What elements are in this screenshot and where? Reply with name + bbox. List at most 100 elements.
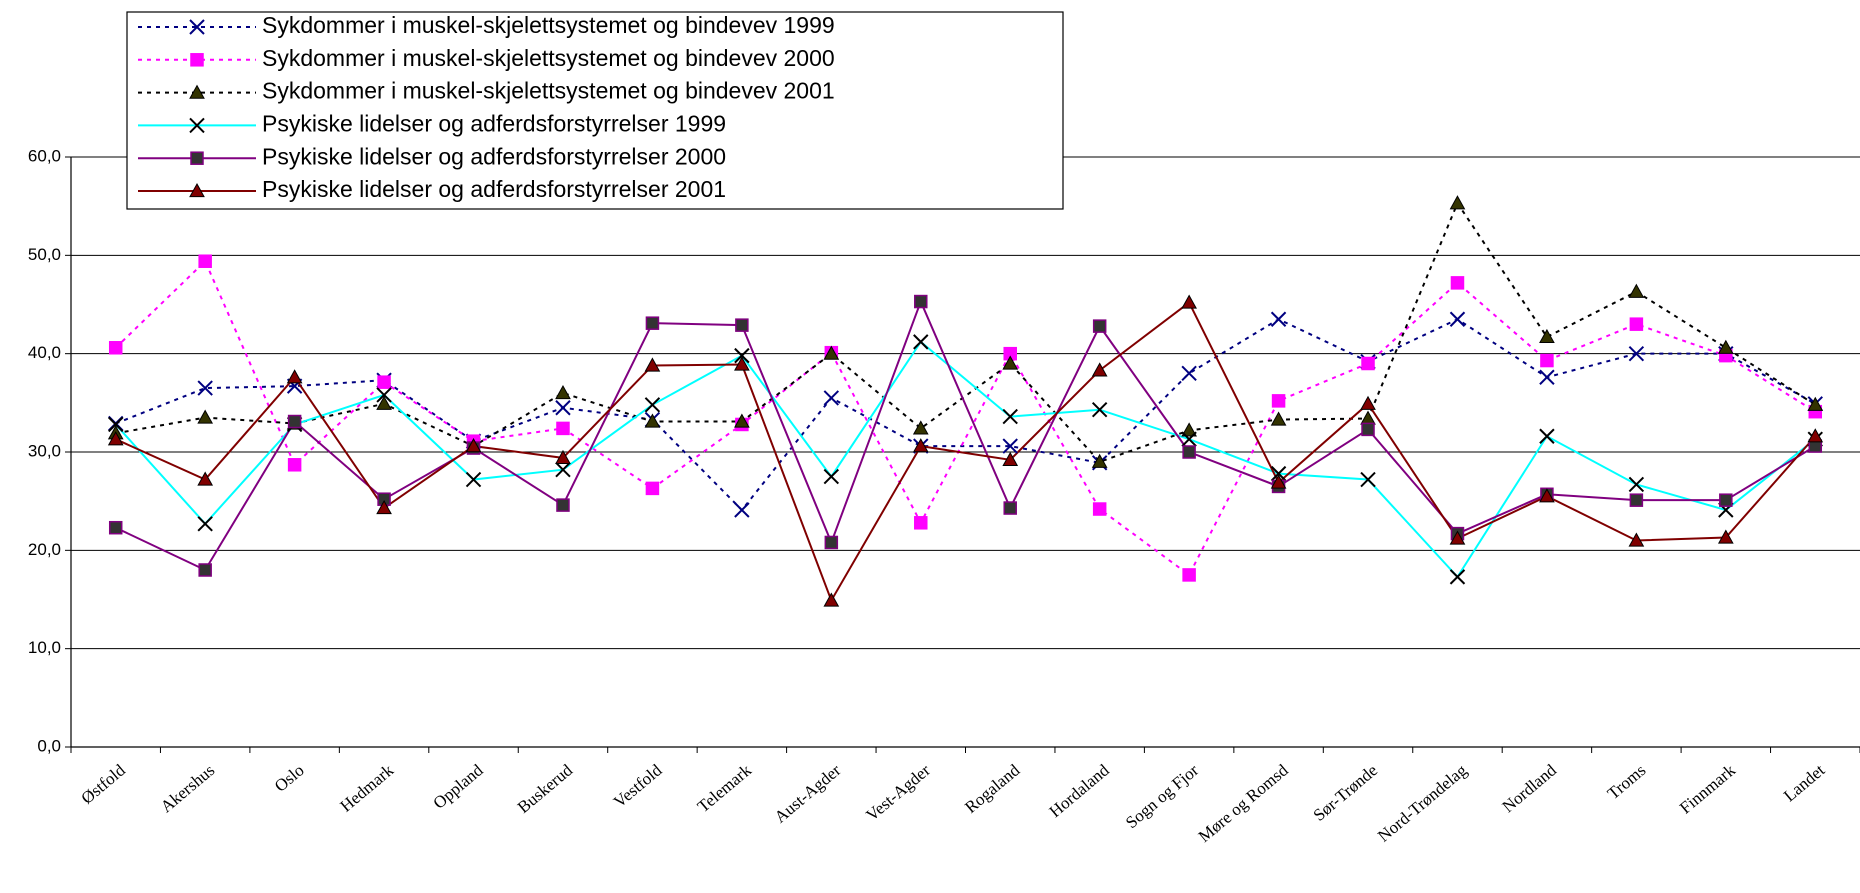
- legend-label: Sykdommer i muskel-skjelettsystemet og b…: [262, 78, 835, 104]
- x-labels: Østfold Akershus Oslo Hedmark Oppland Buskeru…: [78, 760, 1829, 846]
- data-point: [1629, 317, 1644, 331]
- y-tick-label: 40,0: [28, 343, 61, 362]
- x-tick-label: Nordland: [1499, 760, 1561, 816]
- legend-marker: [190, 151, 204, 165]
- data-point: [912, 438, 929, 453]
- legend-box: [126, 11, 1064, 210]
- x-tick-label: Troms: [1604, 761, 1650, 804]
- data-point: [556, 421, 570, 436]
- data-point: [465, 471, 482, 488]
- data-point: [914, 294, 928, 309]
- x-tick-label: Akershus: [157, 761, 218, 817]
- data-point: [1449, 569, 1466, 585]
- data-point: [286, 369, 303, 384]
- data-point: [1181, 294, 1197, 309]
- data-point: [555, 400, 571, 416]
- legend-label: Sykdommer i muskel-skjelettsystemet og b…: [262, 45, 835, 71]
- data-point: [644, 357, 661, 372]
- data-point: [1270, 311, 1287, 327]
- data-point: [555, 384, 571, 400]
- data-point: [1091, 453, 1108, 468]
- data-point: [1092, 502, 1107, 516]
- data-point: [1361, 356, 1375, 371]
- x-tick-label: Rogaland: [961, 760, 1024, 817]
- data-point: [912, 420, 929, 435]
- data-point: [824, 535, 839, 550]
- legend-marker: [189, 182, 205, 198]
- series-line: [115, 259, 1816, 577]
- data-point: [1361, 422, 1375, 437]
- x-tick-label: Oslo: [271, 761, 308, 796]
- data-point: [1450, 276, 1465, 290]
- data-point: [1628, 476, 1645, 493]
- data-point: [1270, 474, 1287, 489]
- legend-marker: [189, 117, 205, 134]
- data-point: [1091, 362, 1108, 377]
- data-point: [823, 468, 840, 485]
- data-point: [1449, 311, 1466, 327]
- data-point: [556, 498, 570, 512]
- data-point: [197, 516, 213, 532]
- data-point: [645, 481, 660, 496]
- y-tick-label: 30,0: [28, 441, 61, 460]
- legend: Sykdommer i muskel-skjelettsystemet og b…: [126, 11, 1064, 210]
- data-point: [823, 345, 840, 360]
- legend-marker: [189, 84, 205, 99]
- data-point: [1628, 532, 1645, 547]
- data-point: [1182, 445, 1196, 459]
- data-point: [1003, 501, 1017, 515]
- data-point: [1539, 369, 1555, 385]
- data-point: [1360, 395, 1376, 410]
- data-point: [1719, 493, 1733, 507]
- data-point: [1181, 422, 1197, 437]
- x-tick-label: Møre og Romsd: [1195, 760, 1292, 846]
- y-tick-label: 50,0: [28, 245, 61, 264]
- data-point: [376, 500, 392, 515]
- series-line: [115, 201, 1816, 463]
- data-point: [1091, 402, 1108, 418]
- x-tick-label: Nord-Trøndelag: [1374, 760, 1471, 845]
- data-point: [1539, 488, 1555, 503]
- data-point: [376, 387, 392, 403]
- lines-layer: [107, 195, 1824, 607]
- data-point: [644, 397, 661, 413]
- data-point: [197, 409, 214, 424]
- x-tick-label: Finnmark: [1676, 760, 1739, 817]
- series-line: [115, 298, 1816, 572]
- data-point: [1181, 365, 1197, 382]
- y-tick-label: 0,0: [37, 736, 61, 755]
- data-point: [555, 449, 571, 464]
- data-point: [1449, 530, 1466, 545]
- data-point: [376, 395, 392, 410]
- data-point: [914, 516, 928, 530]
- data-point: [645, 316, 660, 330]
- data-point: [108, 341, 123, 355]
- data-point: [734, 356, 750, 371]
- data-point: [1807, 428, 1824, 443]
- legend-label: Sykdommer i muskel-skjelettsystemet og b…: [262, 12, 835, 38]
- data-point: [465, 438, 482, 453]
- data-point: [1539, 328, 1555, 344]
- data-point: [287, 414, 302, 429]
- data-point: [197, 471, 214, 486]
- data-point: [1628, 283, 1645, 298]
- data-point: [108, 520, 123, 535]
- data-point: [197, 380, 213, 396]
- y-tick-label: 20,0: [28, 540, 61, 559]
- legend-marker: [190, 53, 204, 67]
- data-point: [734, 347, 750, 364]
- data-point: [1270, 465, 1287, 482]
- x-tick-label: Vest-Agder: [862, 760, 934, 825]
- y-tick-label: 60,0: [28, 146, 61, 165]
- data-point: [1002, 438, 1018, 454]
- data-point: [1181, 431, 1197, 447]
- legend-marker: [189, 19, 205, 35]
- data-point: [198, 563, 212, 577]
- series-line: [115, 301, 1817, 603]
- data-point: [287, 458, 302, 472]
- grid-layer: 0,0 10,0 20,0 30,0 40,0 50,0 60,0: [28, 146, 1860, 755]
- x-tick-label: Sør-Trønde: [1310, 761, 1382, 825]
- data-point: [1270, 411, 1287, 426]
- x-tick-label: Aust-Agder: [771, 760, 845, 826]
